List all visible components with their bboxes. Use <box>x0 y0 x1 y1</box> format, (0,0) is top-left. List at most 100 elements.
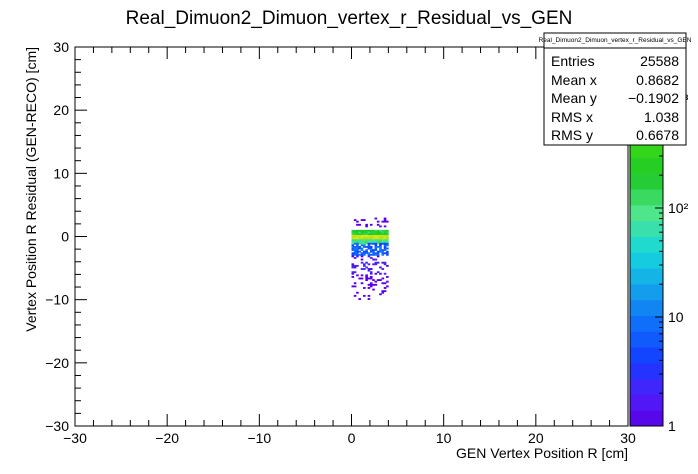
heatmap-cell <box>381 229 385 232</box>
heatmap-cell <box>372 252 375 255</box>
heatmap-cell <box>360 258 364 261</box>
heatmap-cell <box>369 253 373 256</box>
heatmap-cell <box>367 255 371 258</box>
heatmap-cell <box>367 269 371 272</box>
heatmap-cell <box>383 229 387 232</box>
heatmap-cell <box>351 272 355 275</box>
stats-box-frame <box>543 32 687 146</box>
heatmap-cell <box>376 252 380 255</box>
heatmap-cell <box>363 244 366 247</box>
y-axis: −30 −20 −10 0 10 20 30 <box>45 39 87 434</box>
heatmap-cell <box>369 236 373 239</box>
heatmap-cell <box>376 234 380 237</box>
heatmap-cell <box>372 236 375 239</box>
palette-band <box>630 331 663 348</box>
y-tick-label: −20 <box>45 355 69 371</box>
heatmap-cell <box>363 287 366 289</box>
heatmap-cell <box>381 253 385 256</box>
heatmap-cell <box>386 275 389 278</box>
heatmap-cell <box>363 252 366 255</box>
palette-band <box>630 236 663 253</box>
y-tick-label: 20 <box>53 102 69 118</box>
heatmap-cell <box>374 236 378 239</box>
heatmap-cell <box>360 238 364 240</box>
heatmap-cell <box>365 275 368 278</box>
heatmap-cell <box>356 253 359 256</box>
heatmap-cell <box>353 233 357 235</box>
y-tick-label: 10 <box>53 165 69 181</box>
heatmap-cell <box>353 257 357 259</box>
heatmap-cell <box>351 239 355 242</box>
heatmap-cell <box>358 239 362 242</box>
stats-box-title: Real_Dimuon2_Dimuon_vertex_r_Residual_vs… <box>539 37 692 44</box>
heatmap-cell <box>367 239 371 242</box>
heatmap-cell <box>374 283 378 286</box>
stats-box: Real_Dimuon2_Dimuon_vertex_r_Residual_vs… <box>539 32 692 146</box>
palette-band <box>630 157 663 174</box>
heatmap-cell <box>353 271 357 274</box>
heatmap-cell <box>374 272 378 275</box>
palette-band <box>630 315 663 332</box>
heatmap-cell <box>351 233 355 235</box>
heatmap-cell <box>383 236 387 239</box>
heatmap-cell <box>363 239 366 242</box>
heatmap-cell <box>369 275 373 278</box>
heatmap-cell <box>363 263 366 266</box>
heatmap-cell <box>358 277 362 280</box>
heatmap-cell <box>369 231 373 234</box>
heatmap-cell <box>353 282 357 285</box>
stats-label-rms-y: RMS y <box>551 127 593 143</box>
heatmap-cell <box>381 261 385 264</box>
heatmap-cell <box>381 282 385 285</box>
heatmap-cell <box>365 225 368 228</box>
heatmap-cell <box>356 240 359 243</box>
heatmap-cell <box>379 239 382 242</box>
heatmap-cell <box>351 266 355 269</box>
heatmap-cell <box>379 236 382 239</box>
heatmap-cell <box>353 229 357 232</box>
x-tick-label: 0 <box>348 430 356 446</box>
heatmap-cell <box>374 234 378 237</box>
heatmap-cell <box>369 249 373 252</box>
heatmap-cell <box>367 245 371 248</box>
heatmap-cell <box>367 242 371 245</box>
heatmap-cell <box>381 220 385 223</box>
heatmap-cell <box>383 282 387 285</box>
heatmap-cell <box>369 272 373 275</box>
heatmap-cell <box>363 268 366 270</box>
heatmap-cell <box>367 234 371 237</box>
heatmap-cell <box>386 229 389 232</box>
heatmap-cell <box>374 244 378 247</box>
heatmap-cell <box>383 231 387 234</box>
heatmap-cell <box>356 255 359 258</box>
heatmap-cell <box>367 294 371 297</box>
heatmap-cell <box>369 247 373 250</box>
heatmap-cell <box>367 283 371 286</box>
heatmap-cell <box>360 234 364 237</box>
heatmap-cell <box>369 268 373 270</box>
heatmap-cell <box>376 261 380 264</box>
y-tick-label: 30 <box>53 39 69 55</box>
heatmap-cell <box>374 233 378 235</box>
heatmap-cell <box>386 280 389 283</box>
palette-band <box>630 141 663 159</box>
x-tick-label: −10 <box>247 430 271 446</box>
heatmap-cell <box>369 229 373 232</box>
palette-band <box>630 378 663 395</box>
heatmap-cell <box>376 236 380 239</box>
heatmap-cell <box>363 245 366 248</box>
heatmap-cell <box>356 247 359 250</box>
heatmap-cell <box>351 285 355 288</box>
heatmap-cell <box>363 294 366 297</box>
heatmap-cell <box>383 239 387 242</box>
heatmap-cell <box>367 298 371 300</box>
heatmap-cell <box>379 266 382 269</box>
heatmap-cell <box>383 219 387 222</box>
stats-label-rms-x: RMS x <box>551 109 593 125</box>
stats-value-mean-x: 0.8682 <box>636 72 679 88</box>
heatmap-cell <box>360 268 364 270</box>
heatmap-cell <box>379 247 382 250</box>
heatmap-cell <box>376 245 380 248</box>
heatmap-cell <box>356 239 359 242</box>
heatmap-cell <box>374 242 378 245</box>
